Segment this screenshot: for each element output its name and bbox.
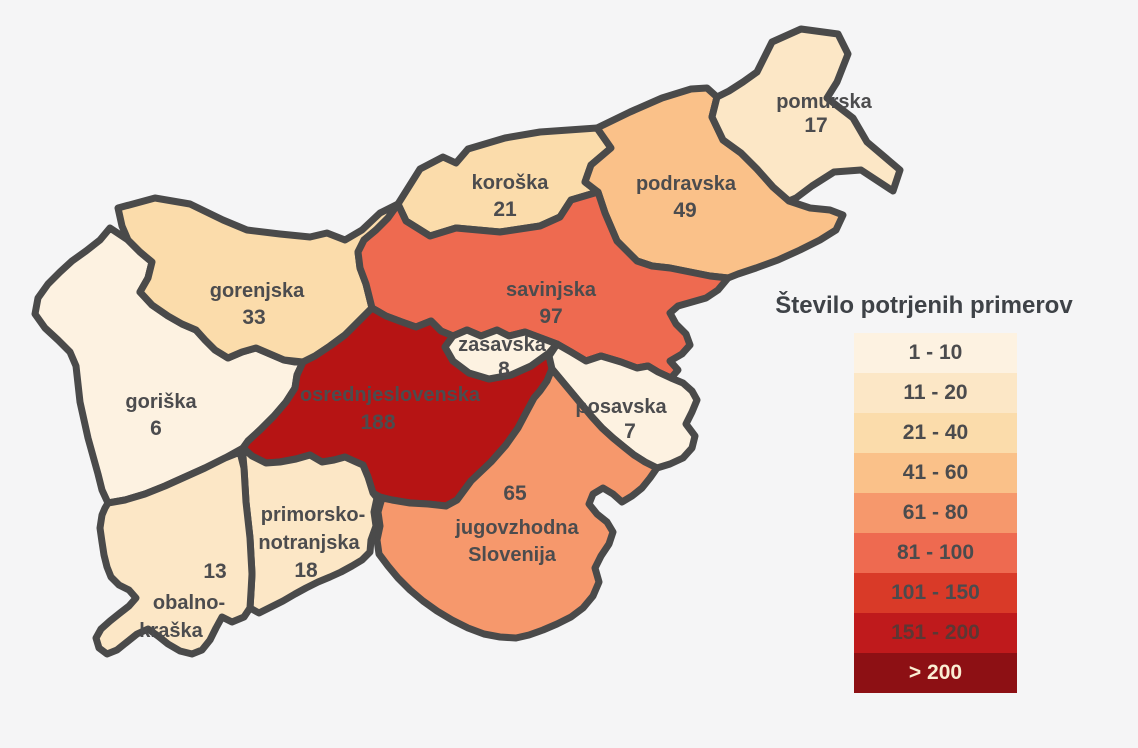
region-value-zasavska: 8 [498, 358, 510, 381]
region-value-koroska: 21 [493, 198, 517, 221]
legend-bin-151-200: 151 - 200 [854, 613, 1017, 653]
region-value-gorenjska: 33 [242, 306, 265, 329]
region-obalno-kraska [92, 448, 256, 658]
region-label-osrednjeslovenska: osrednjeslovenska [300, 384, 481, 406]
region-value-goriska: 6 [150, 417, 162, 440]
region-jugovzhodna-slovenija [373, 365, 661, 642]
region-label-jugovzhodna-line1: jugovzhodna [454, 517, 579, 539]
legend-bin-1-10: 1 - 10 [854, 333, 1017, 373]
region-label-gorenjska: gorenjska [210, 280, 305, 302]
region-label-zasavska: zasavska [458, 334, 547, 356]
legend-color-scale: 1 - 10 11 - 20 21 - 40 41 - 60 61 - 80 8… [854, 333, 1017, 693]
region-value-obalno: 13 [203, 560, 226, 583]
region-value-podravska: 49 [673, 199, 696, 222]
region-value-posavska: 7 [624, 420, 636, 443]
region-primorsko-notranjska [239, 444, 381, 617]
region-shapes [31, 25, 904, 658]
region-label-primorsko-line2: notranjska [258, 532, 360, 554]
legend: Število potrjenih primerov 1 - 10 11 - 2… [748, 292, 1108, 693]
region-label-koroska: koroška [472, 172, 550, 194]
region-label-goriska: goriška [125, 391, 197, 413]
region-label-obalno-line1: obalno- [153, 592, 225, 614]
region-pomurska [708, 25, 904, 205]
region-label-savinjska: savinjska [506, 279, 597, 301]
legend-bin-21-40: 21 - 40 [854, 413, 1017, 453]
region-label-primorsko-line1: primorsko- [261, 504, 365, 526]
region-value-jugovzhodna: 65 [503, 482, 527, 505]
region-value-primorsko: 18 [294, 559, 318, 582]
legend-bin-gt-200: > 200 [854, 653, 1017, 693]
region-label-obalno-line2: kraška [139, 620, 203, 642]
region-labels: pomurska 17 podravska 49 koroška 21 savi… [125, 91, 872, 642]
legend-bin-11-20: 11 - 20 [854, 373, 1017, 413]
region-value-savinjska: 97 [539, 305, 562, 328]
legend-bin-101-150: 101 - 150 [854, 573, 1017, 613]
legend-bin-81-100: 81 - 100 [854, 533, 1017, 573]
region-label-podravska: podravska [636, 173, 737, 195]
legend-bin-61-80: 61 - 80 [854, 493, 1017, 533]
legend-bin-41-60: 41 - 60 [854, 453, 1017, 493]
legend-title: Število potrjenih primerov [775, 292, 1073, 319]
region-label-jugovzhodna-line2: Slovenija [468, 544, 557, 566]
region-value-osrednjeslovenska: 188 [360, 411, 395, 434]
region-label-pomurska: pomurska [776, 91, 872, 113]
region-value-pomurska: 17 [804, 114, 827, 137]
region-label-posavska: posavska [575, 396, 667, 418]
